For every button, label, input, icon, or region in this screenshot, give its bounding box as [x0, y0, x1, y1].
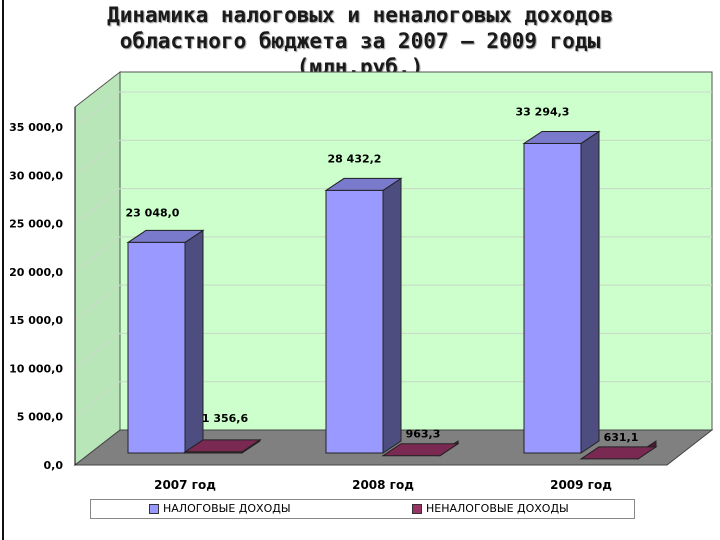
gridline: [74, 188, 712, 224]
legend-label-tax: НАЛОГОВЫЕ ДОХОДЫ: [163, 502, 291, 515]
bar-nontax-top: [381, 443, 460, 457]
legend-item-nontax: НЕНАЛОГОВЫЕ ДОХОДЫ: [412, 502, 569, 515]
data-label-tax: 28 432,2: [328, 152, 382, 165]
data-label-tax: 33 294,3: [516, 105, 570, 118]
x-category-label: 2008 год: [352, 478, 414, 492]
legend-swatch-tax: [149, 503, 159, 514]
bar-nontax: [579, 440, 658, 460]
data-label-nontax: 1 356,6: [202, 412, 249, 425]
bar-tax-side: [580, 130, 600, 454]
y-tick-label: 10 000,0: [9, 362, 63, 375]
data-labels: 23 048,0 1 356,6 28 432,2 963,3 33 294,3 631,…: [126, 105, 639, 443]
bar-tax-side: [184, 229, 204, 454]
gridline: [74, 139, 712, 176]
legend-label-nontax: НЕНАЛОГОВЫЕ ДОХОДЫ: [426, 502, 569, 515]
back-wall: [119, 71, 713, 431]
y-tick-label: 5 000,0: [17, 411, 64, 424]
x-category-label: 2007 год: [154, 478, 216, 492]
bar-nontax-top: [579, 446, 658, 460]
legend-item-tax: НАЛОГОВЫЕ ДОХОДЫ: [149, 502, 291, 515]
y-tick-label: 20 000,0: [9, 266, 63, 279]
data-label-nontax: 631,1: [604, 431, 639, 444]
bar-tax: [522, 130, 601, 454]
y-tick-label: 30 000,0: [9, 169, 63, 182]
bar-nontax: [183, 438, 262, 454]
title-line-1: Динамика налоговых и неналоговых доходов: [107, 3, 613, 27]
y-tick-label: 15 000,0: [9, 314, 63, 327]
bar-nontax-front: [184, 451, 243, 454]
gridlines: [74, 91, 712, 418]
gridline: [74, 236, 712, 273]
y-tick-label: 0,0: [44, 459, 64, 472]
gridline: [74, 332, 712, 369]
chart-title: Динамика налоговых и неналоговых доходов…: [0, 2, 720, 80]
bar-tax-front: [325, 189, 384, 454]
bars: [126, 130, 658, 460]
x-category-label: 2009 год: [550, 478, 612, 492]
bar-nontax: [381, 440, 460, 457]
gridline: [74, 284, 712, 321]
data-label-tax: 23 048,0: [126, 206, 180, 219]
y-tick-labels: 0,0 5 000,0 10 000,0 15 000,0 20 000,0 25 000…: [9, 121, 63, 472]
y-tick-label: 35 000,0: [9, 121, 63, 134]
gridline: [74, 91, 712, 128]
legend-swatch-nontax: [412, 503, 422, 514]
data-label-nontax: 963,3: [406, 428, 441, 441]
bar-tax: [126, 229, 205, 454]
y-tick-label: 25 000,0: [9, 218, 63, 231]
bar-tax: [324, 177, 403, 454]
legend: НАЛОГОВЫЕ ДОХОДЫ НЕНАЛОГОВЫЕ ДОХОДЫ: [90, 499, 635, 519]
gridline: [74, 381, 712, 418]
side-wall: [74, 70, 121, 467]
bar-tax-side: [382, 177, 402, 454]
bar-tax-front: [127, 241, 186, 454]
title-line-2: областного бюджета за 2007 – 2009 годы: [119, 29, 601, 53]
bar-tax-front: [523, 142, 582, 454]
left-border-rule: [2, 0, 4, 540]
x-category-labels: 2007 год 2008 год 2009 год: [154, 478, 612, 492]
